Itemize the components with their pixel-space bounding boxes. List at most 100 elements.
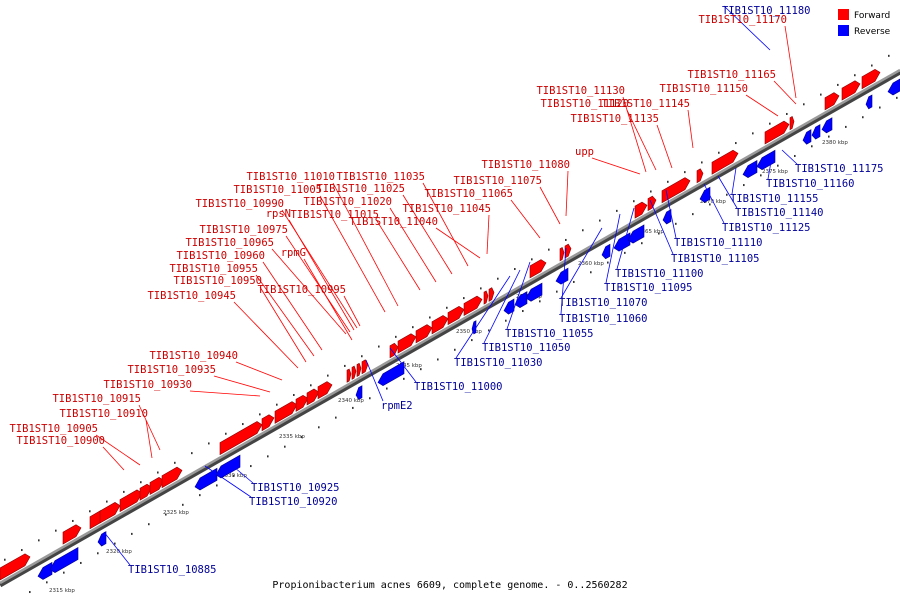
scale-tick: [828, 135, 830, 138]
forward-gene-label: TIB1ST10_11165: [687, 69, 776, 81]
scale-ticks: [4, 54, 898, 594]
forward-label-leader: [773, 80, 797, 105]
kbp-label: 2375 kbp: [762, 169, 788, 175]
kbp-label: 2365 kbp: [638, 229, 664, 235]
forward-gene-label: rpsN: [266, 208, 291, 220]
scale-tick: [582, 229, 584, 232]
scale-tick: [106, 500, 108, 503]
scale-tick: [55, 529, 57, 532]
reverse-gene-label: TIB1ST10_11060: [559, 313, 648, 325]
scale-tick: [38, 539, 40, 542]
forward-gene-arrow: [295, 394, 309, 412]
forward-gene-arrow: [463, 295, 483, 317]
scale-tick: [80, 561, 82, 564]
legend-forward-swatch: [838, 9, 849, 20]
scale-tick: [310, 384, 312, 387]
reverse-gene-label: TIB1ST10_11140: [735, 207, 824, 219]
scale-tick: [692, 213, 694, 216]
kbp-label: 2320 kbp: [106, 549, 132, 555]
forward-gene-label: TIB1ST10_11005: [233, 184, 322, 196]
scale-tick: [522, 310, 524, 313]
reverse-gene-arrow: [802, 129, 812, 145]
forward-gene-label: TIB1ST10_11075: [453, 175, 542, 187]
scale-tick: [72, 519, 74, 522]
reverse-label-leader: [723, 5, 771, 51]
forward-label-leader: [138, 404, 161, 451]
reverse-label-leader: [731, 167, 737, 195]
kbp-label: 2350 kbp: [456, 329, 482, 335]
forward-label-leader: [332, 182, 399, 307]
reverse-gene-arrow: [627, 224, 645, 244]
scale-tick: [140, 481, 142, 484]
reverse-gene-label: TIB1ST10_11100: [615, 268, 704, 280]
scale-tick: [879, 106, 881, 109]
scale-tick: [573, 280, 575, 283]
forward-gene-label: TIB1ST10_10990: [195, 198, 284, 210]
forward-gene-label: TIB1ST10_10905: [9, 423, 98, 435]
forward-label-leader: [539, 186, 561, 225]
scale-tick: [616, 209, 618, 212]
reverse-gene-label: TIB1ST10_10885: [128, 564, 217, 576]
scale-tick: [488, 329, 490, 332]
reverse-gene-arrow: [471, 320, 477, 335]
reverse-label-leader: [365, 359, 384, 402]
scale-tick: [786, 112, 788, 115]
kbp-label: 2330 kbp: [221, 473, 247, 479]
scale-tick: [777, 164, 779, 167]
reverse-label-leader: [781, 149, 798, 165]
forward-gene-label: TIB1ST10_11145: [601, 98, 690, 110]
scale-tick: [233, 474, 235, 477]
reverse-label-leader: [560, 247, 567, 315]
scale-tick: [514, 268, 516, 271]
forward-gene-arrow: [139, 483, 153, 501]
scale-tick: [344, 364, 346, 367]
legend: Forward Reverse: [838, 9, 891, 37]
reverse-gene-label: TIB1ST10_11095: [604, 282, 693, 294]
reverse-label-leader: [389, 347, 417, 383]
reverse-label-leader: [616, 207, 635, 270]
scale-tick: [803, 103, 805, 106]
forward-gene-arrow: [483, 290, 489, 305]
scale-tick: [565, 238, 567, 241]
reverse-gene-arrow: [887, 78, 900, 96]
forward-gene-arrow: [559, 247, 565, 262]
forward-gene-label: TIB1ST10_10965: [185, 237, 274, 249]
forward-gene-label: TIB1ST10_11045: [402, 203, 491, 215]
reverse-gene-label: TIB1ST10_11000: [414, 381, 503, 393]
reverse-gene-arrow: [215, 454, 241, 479]
forward-gene-label: TIB1ST10_11135: [570, 113, 659, 125]
forward-label-leader: [235, 361, 283, 381]
forward-gene-label: TIB1ST10_11120: [540, 98, 629, 110]
forward-gene-arrow: [274, 401, 298, 424]
forward-label-leader: [626, 109, 657, 171]
forward-gene-arrow: [389, 342, 399, 359]
scale-tick: [148, 523, 150, 526]
forward-gene-label: TIB1ST10_11130: [536, 85, 625, 97]
forward-label-leader: [319, 195, 386, 313]
scale-tick: [437, 358, 439, 361]
reverse-gene-arrow: [377, 361, 405, 387]
forward-gene-arrow: [397, 333, 417, 354]
reverse-label-leader: [560, 227, 603, 299]
reverse-gene-label: TIB1ST10_11070: [559, 297, 648, 309]
forward-gene-arrow: [161, 466, 183, 489]
forward-gene-arrow: [661, 177, 691, 204]
forward-label-leader: [189, 390, 261, 397]
reverse-label-leader: [665, 189, 677, 239]
scale-tick: [242, 423, 244, 426]
forward-gene-arrow: [861, 68, 881, 90]
forward-gene-label: TIB1ST10_11025: [316, 183, 405, 195]
forward-label-leader: [389, 207, 437, 283]
scale-tick: [182, 503, 184, 506]
reverse-gene-label: TIB1ST10_10925: [251, 482, 340, 494]
scale-tick: [21, 549, 23, 552]
scale-tick: [123, 490, 125, 493]
forward-label-leader: [213, 375, 271, 393]
scale-tick: [191, 452, 193, 455]
forward-label-leader: [784, 25, 797, 99]
scale-tick: [114, 542, 116, 545]
scale-tick: [650, 190, 652, 193]
reverse-gene-arrow: [742, 159, 758, 178]
forward-gene-arrow: [415, 324, 433, 344]
